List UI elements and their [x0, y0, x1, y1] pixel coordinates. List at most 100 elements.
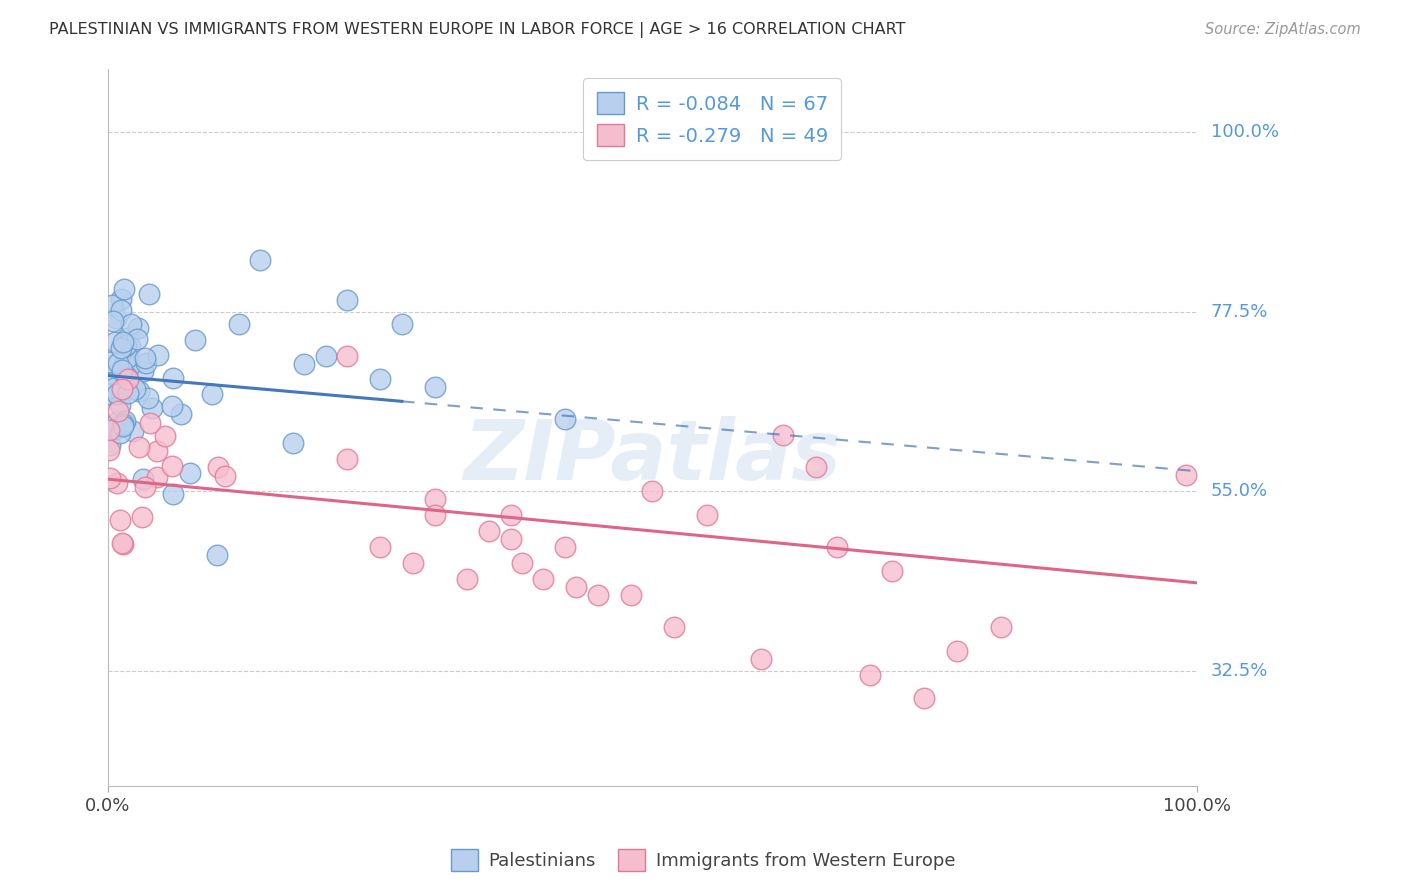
Point [146, 348, 169, 362]
Point [98, 376, 121, 390]
Text: PALESTINIAN VS IMMIGRANTS FROM WESTERN EUROPE IN LABOR FORCE | AGE > 16 CORRELAT: PALESTINIAN VS IMMIGRANTS FROM WESTERN E… [49, 22, 905, 38]
Point [108, 513, 131, 527]
Point [827, 540, 849, 554]
Text: 100.0%: 100.0% [1211, 123, 1278, 141]
Point [110, 341, 132, 355]
Point [105, 311, 128, 326]
Point [114, 339, 136, 353]
Point [131, 472, 153, 486]
Text: ZIPatlas: ZIPatlas [464, 416, 841, 497]
Point [214, 469, 236, 483]
Point [111, 335, 134, 350]
Point [134, 480, 156, 494]
Point [117, 351, 139, 365]
Point [859, 667, 882, 681]
Point [122, 425, 145, 439]
Point [110, 302, 132, 317]
Point [990, 620, 1012, 634]
Point [136, 392, 159, 406]
Point [696, 508, 718, 522]
Point [336, 349, 359, 363]
Point [423, 492, 446, 507]
Point [205, 548, 228, 562]
Point [127, 332, 149, 346]
Point [336, 452, 359, 467]
Point [207, 459, 229, 474]
Point [402, 556, 425, 570]
Point [114, 371, 136, 385]
Point [914, 691, 936, 706]
Point [510, 556, 533, 570]
Point [1174, 468, 1197, 483]
Point [880, 564, 903, 578]
Point [478, 524, 501, 538]
Point [423, 380, 446, 394]
Point [111, 536, 134, 550]
Point [292, 357, 315, 371]
Point [131, 510, 153, 524]
Point [134, 351, 156, 365]
Point [118, 338, 141, 352]
Point [228, 317, 250, 331]
Point [141, 401, 163, 416]
Point [772, 428, 794, 442]
Text: 55.0%: 55.0% [1211, 482, 1268, 500]
Point [112, 537, 135, 551]
Point [499, 508, 522, 522]
Point [391, 317, 413, 331]
Point [120, 318, 142, 332]
Point [127, 321, 149, 335]
Point [146, 469, 169, 483]
Point [111, 363, 134, 377]
Text: Source: ZipAtlas.com: Source: ZipAtlas.com [1205, 22, 1361, 37]
Point [138, 286, 160, 301]
Point [554, 540, 576, 554]
Point [105, 387, 128, 401]
Point [107, 403, 129, 417]
Point [105, 475, 128, 490]
Point [946, 643, 969, 657]
Point [179, 466, 201, 480]
Point [112, 282, 135, 296]
Point [111, 419, 134, 434]
Point [103, 381, 125, 395]
Point [619, 588, 641, 602]
Point [565, 580, 588, 594]
Point [184, 333, 207, 347]
Point [336, 293, 359, 307]
Point [98, 423, 121, 437]
Point [499, 532, 522, 546]
Point [641, 484, 664, 499]
Point [249, 252, 271, 267]
Point [98, 438, 121, 452]
Point [662, 620, 685, 634]
Point [98, 355, 121, 369]
Point [162, 399, 184, 413]
Point [132, 364, 155, 378]
Point [135, 356, 157, 370]
Point [111, 383, 134, 397]
Point [160, 459, 183, 474]
Point [108, 426, 131, 441]
Point [146, 443, 169, 458]
Point [128, 440, 150, 454]
Point [103, 314, 125, 328]
Point [201, 387, 224, 401]
Point [368, 372, 391, 386]
Legend: Palestinians, Immigrants from Western Europe: Palestinians, Immigrants from Western Eu… [443, 842, 963, 879]
Point [153, 429, 176, 443]
Point [103, 422, 125, 436]
Point [804, 460, 827, 475]
Point [162, 371, 184, 385]
Point [110, 398, 132, 412]
Text: 32.5%: 32.5% [1211, 662, 1268, 680]
Point [112, 359, 135, 373]
Point [101, 297, 124, 311]
Legend: R = -0.084   N = 67, R = -0.279   N = 49: R = -0.084 N = 67, R = -0.279 N = 49 [583, 78, 841, 160]
Point [98, 387, 121, 401]
Point [115, 370, 138, 384]
Point [749, 651, 772, 665]
Point [105, 415, 128, 429]
Point [114, 414, 136, 428]
Point [586, 588, 609, 602]
